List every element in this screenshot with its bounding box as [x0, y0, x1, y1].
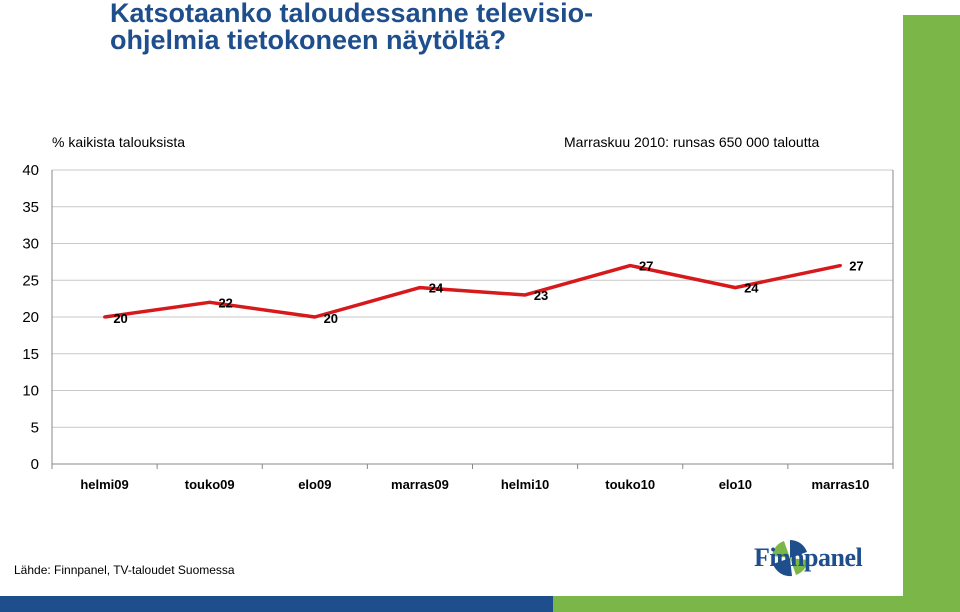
decorative-bottom-bar-blue: [0, 596, 553, 612]
decorative-bottom-bar-green: [553, 596, 903, 612]
data-label: 24: [429, 281, 444, 296]
data-label: 22: [218, 295, 232, 310]
x-tick-label: helmi10: [501, 477, 549, 492]
x-tick-label: marras10: [812, 477, 870, 492]
data-point: [838, 264, 842, 268]
data-point: [103, 315, 107, 319]
x-tick-label: elo09: [298, 477, 331, 492]
data-point: [733, 286, 737, 290]
y-tick-label: 0: [31, 456, 39, 473]
chart-period-note: Marraskuu 2010: runsas 650 000 taloutta: [564, 134, 820, 150]
y-tick-label: 35: [22, 199, 39, 216]
data-label: 24: [744, 281, 759, 296]
x-tick-label: marras09: [391, 477, 449, 492]
series-line: [104, 263, 841, 319]
finnpanel-logo-icon: [772, 540, 808, 577]
source-note: Lähde: Finnpanel, TV-taloudet Suomessa: [14, 563, 235, 577]
page-title: Katsotaanko taloudessanne televisio- ohj…: [110, 0, 830, 54]
y-tick-label: 25: [22, 272, 39, 289]
y-tick-label: 30: [22, 236, 39, 253]
x-tick-label: touko09: [185, 477, 235, 492]
title-line-1: Katsotaanko taloudessanne televisio-: [110, 0, 594, 28]
data-label: 23: [534, 288, 548, 303]
logo-wordmark: Finnpanel: [754, 543, 863, 572]
y-tick-label: 40: [22, 162, 39, 179]
data-label: 20: [324, 311, 338, 326]
data-label: 20: [113, 311, 127, 326]
chart-unit-label: % kaikista talouksista: [52, 134, 186, 150]
data-point: [628, 264, 632, 268]
title-line-2: ohjelmia tietokoneen näytöltä?: [110, 25, 507, 55]
x-tick-label: helmi09: [80, 477, 128, 492]
data-point: [208, 300, 212, 304]
data-point: [523, 293, 527, 297]
data-point: [313, 315, 317, 319]
x-tick-label: touko10: [605, 477, 655, 492]
x-tick-label: elo10: [719, 477, 752, 492]
data-point: [418, 286, 422, 290]
y-tick-label: 5: [31, 419, 39, 436]
data-label: 27: [849, 259, 863, 274]
decorative-side-bar: [903, 15, 960, 612]
y-tick-label: 20: [22, 309, 39, 326]
y-tick-label: 10: [22, 383, 39, 400]
y-tick-label: 15: [22, 346, 39, 363]
data-label: 27: [639, 259, 653, 274]
